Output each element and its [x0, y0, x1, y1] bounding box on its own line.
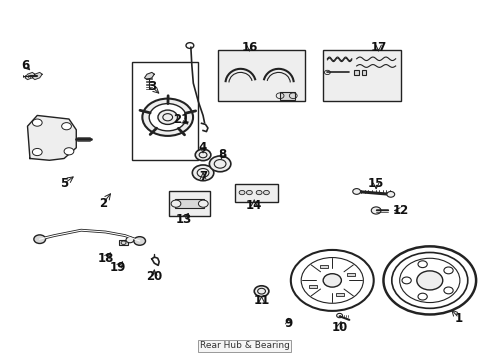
- Bar: [217, 50, 305, 101]
- Circle shape: [401, 277, 410, 284]
- Circle shape: [246, 190, 252, 195]
- Bar: [308, 284, 316, 288]
- Circle shape: [61, 123, 71, 130]
- Text: 16: 16: [241, 41, 257, 54]
- Circle shape: [416, 271, 442, 290]
- Text: 12: 12: [391, 204, 408, 217]
- Bar: [132, 62, 198, 160]
- Bar: [320, 265, 327, 268]
- Circle shape: [443, 267, 452, 274]
- Polygon shape: [25, 72, 35, 80]
- Polygon shape: [144, 72, 154, 80]
- Text: 20: 20: [146, 270, 162, 283]
- Text: 17: 17: [370, 41, 386, 54]
- Bar: [119, 240, 128, 245]
- Circle shape: [142, 99, 193, 136]
- Circle shape: [149, 104, 186, 131]
- Bar: [322, 50, 400, 101]
- Circle shape: [171, 200, 181, 207]
- Circle shape: [417, 293, 427, 300]
- Circle shape: [370, 207, 380, 214]
- Text: 18: 18: [97, 252, 114, 265]
- Text: 6: 6: [21, 59, 29, 72]
- Circle shape: [195, 149, 210, 161]
- Text: 14: 14: [245, 199, 262, 212]
- Circle shape: [198, 200, 208, 207]
- Text: 2: 2: [99, 197, 107, 210]
- Bar: [168, 192, 210, 216]
- Circle shape: [323, 274, 341, 287]
- Text: 8: 8: [218, 148, 226, 161]
- Circle shape: [126, 237, 134, 243]
- Bar: [361, 69, 366, 75]
- Circle shape: [386, 192, 394, 197]
- Circle shape: [158, 110, 177, 125]
- Circle shape: [417, 261, 427, 267]
- Bar: [175, 199, 204, 208]
- Bar: [280, 92, 294, 100]
- Text: 7: 7: [199, 170, 207, 183]
- Circle shape: [443, 287, 452, 294]
- Text: 13: 13: [175, 213, 191, 226]
- Text: Rear Hub & Bearing: Rear Hub & Bearing: [199, 341, 289, 350]
- Bar: [353, 69, 358, 75]
- Text: 21: 21: [173, 113, 189, 126]
- Text: 3: 3: [147, 80, 156, 93]
- Polygon shape: [27, 116, 76, 160]
- Text: 11: 11: [253, 294, 269, 307]
- Circle shape: [254, 286, 268, 297]
- Text: 1: 1: [454, 311, 462, 325]
- Circle shape: [263, 190, 269, 195]
- Text: 4: 4: [199, 141, 207, 154]
- Circle shape: [239, 190, 244, 195]
- Circle shape: [32, 148, 42, 156]
- Text: 15: 15: [367, 177, 384, 190]
- Circle shape: [34, 235, 45, 243]
- Text: 9: 9: [284, 317, 292, 330]
- Text: 5: 5: [60, 177, 68, 190]
- Circle shape: [192, 165, 213, 181]
- Text: 10: 10: [331, 320, 347, 333]
- Circle shape: [256, 190, 262, 195]
- Circle shape: [134, 237, 145, 245]
- Circle shape: [352, 189, 360, 194]
- Text: 19: 19: [109, 261, 125, 274]
- Circle shape: [32, 119, 42, 126]
- Bar: [347, 273, 354, 276]
- Bar: [336, 293, 344, 296]
- Polygon shape: [32, 72, 42, 80]
- Bar: [234, 184, 277, 202]
- Circle shape: [209, 156, 230, 172]
- Circle shape: [64, 148, 74, 155]
